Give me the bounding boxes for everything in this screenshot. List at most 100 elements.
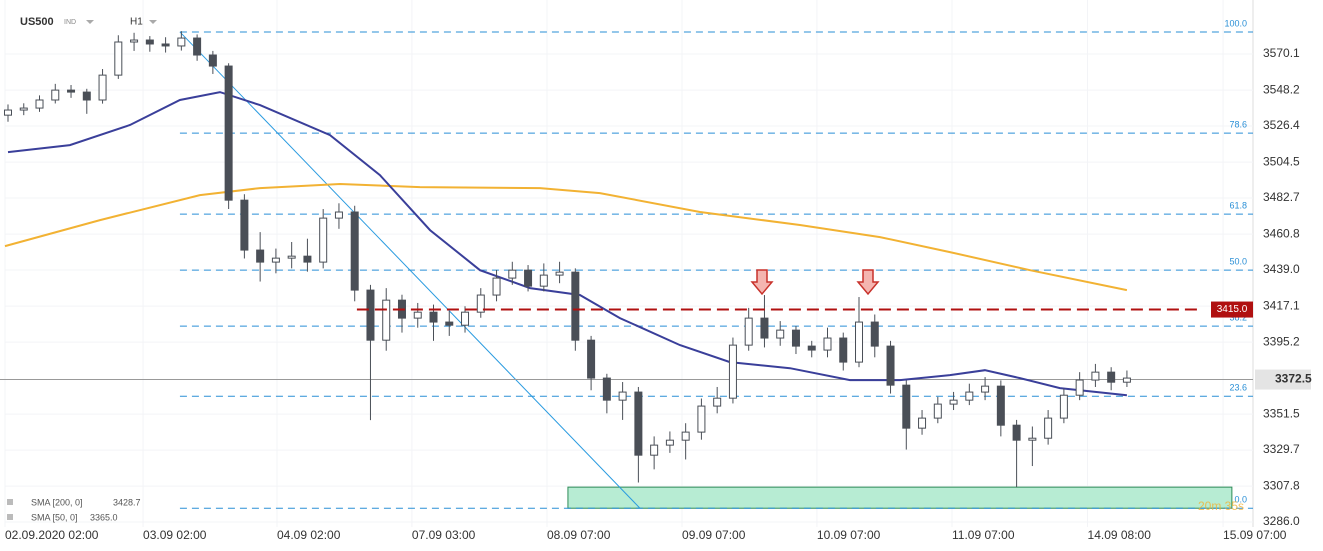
candle-body [855, 321, 864, 363]
fib-label: 61.8 [1229, 201, 1247, 211]
x-tick-label: 11.09 07:00 [952, 528, 1015, 542]
candle-body [681, 431, 690, 441]
candle-body [177, 37, 186, 47]
candle-body [114, 41, 123, 76]
candle-body [744, 317, 753, 346]
candle-body [35, 99, 44, 109]
candle-body [539, 274, 548, 287]
symbol: US500 [20, 16, 54, 28]
y-tick-label: 3570.1 [1263, 46, 1300, 60]
support-zone [567, 486, 1233, 509]
candle-body [366, 289, 375, 341]
fib-label: 78.6 [1229, 119, 1247, 129]
legend-icon [7, 499, 13, 505]
x-tick-label: 04.09 02:00 [277, 528, 341, 542]
y-tick-label: 3439.0 [1263, 262, 1300, 276]
x-tick-label: 15.09 07:00 [1223, 528, 1287, 542]
candle-body [98, 74, 107, 101]
candle-body [902, 384, 911, 429]
candle-body [965, 391, 974, 401]
candle-body [287, 255, 296, 259]
legend-name: SMA [200, 0] [31, 497, 83, 507]
y-tick-label: 3504.5 [1263, 154, 1300, 168]
y-tick-label: 3526.4 [1263, 118, 1300, 132]
signal-arrow [856, 269, 880, 296]
candle-body [193, 37, 202, 56]
candle-body [319, 217, 328, 263]
current-price-label: 3372.5 [1275, 372, 1312, 386]
x-tick-label: 14.09 08:00 [1088, 528, 1152, 542]
candle-body [807, 345, 816, 351]
candle-body [1028, 437, 1037, 441]
candle-body [1107, 371, 1116, 383]
countdown-timer: 20m 35s [1198, 499, 1244, 513]
candle-body [350, 211, 359, 291]
candle-body [791, 329, 800, 347]
current-price-box [1255, 369, 1311, 390]
candle-body [476, 294, 485, 313]
candle-body [728, 344, 737, 399]
label-layer: 3286.0 3307.8 3329.7 3351.5 3395.2 3417.1 3439… [5, 46, 1312, 542]
candle-body [713, 397, 722, 407]
y-tick-label: 3351.5 [1263, 406, 1300, 420]
plot-layer: 100.0 78.6 61.8 50.0 38.2 23.6 0.0 [0, 18, 1253, 509]
market: IND [64, 19, 76, 26]
candle-body [429, 311, 438, 323]
candle-body [933, 403, 942, 419]
dropdown-icon[interactable] [149, 20, 157, 24]
candle-body [634, 391, 643, 456]
candle-body [587, 339, 596, 379]
trendline [179, 31, 641, 509]
x-tick-label: 03.09 02:00 [143, 528, 207, 542]
x-tick-label: 10.09 07:00 [817, 528, 881, 542]
signal-arrow [750, 269, 774, 296]
y-tick-label: 3460.8 [1263, 226, 1300, 240]
candle-body [1044, 417, 1053, 439]
x-tick-label: 08.09 07:00 [547, 528, 611, 542]
legend-icon [7, 514, 13, 520]
candle-body [51, 89, 60, 101]
candle-body [981, 385, 990, 393]
grid-layer [4, 0, 1254, 527]
candle-body [555, 271, 564, 276]
fib-label: 23.6 [1229, 383, 1247, 393]
candle-body [445, 321, 454, 326]
dropdown-icon[interactable] [86, 20, 94, 24]
candle-body [886, 345, 895, 386]
fib-label: 100.0 [1224, 18, 1247, 28]
candle-body [618, 391, 627, 401]
candle-body [3, 109, 12, 116]
candle-body [461, 311, 470, 326]
resistance-label: 3415.0 [1217, 304, 1248, 315]
candle-body [1059, 394, 1068, 419]
candle-body [823, 337, 832, 351]
candle-body [256, 249, 265, 263]
candle-body [996, 385, 1005, 426]
y-tick-label: 3548.2 [1263, 82, 1300, 96]
fib-label: 38.2 [1229, 313, 1247, 323]
candle-body [524, 269, 533, 287]
candle-body [161, 43, 170, 47]
y-tick-label: 3395.2 [1263, 334, 1300, 348]
y-tick-label: 3417.1 [1263, 298, 1300, 312]
y-tick-label: 3329.7 [1263, 442, 1300, 456]
interval[interactable]: H1 [130, 17, 143, 28]
candle-body [571, 271, 580, 341]
candle-body [602, 377, 611, 401]
candle-body [382, 299, 391, 341]
candle-body [82, 91, 91, 101]
candle-body [1091, 371, 1100, 381]
candle-body [145, 39, 154, 45]
candle-body [492, 277, 501, 296]
candle-body [508, 269, 517, 279]
candle-body [776, 329, 785, 339]
candle-body [665, 439, 674, 446]
x-tick-label: 09.09 07:00 [682, 528, 746, 542]
candle-body [130, 39, 139, 43]
candle-body [224, 65, 233, 201]
candle-body [870, 321, 879, 347]
signal-arrows [750, 269, 880, 296]
candle-body [19, 107, 28, 111]
candle-body [67, 89, 76, 93]
